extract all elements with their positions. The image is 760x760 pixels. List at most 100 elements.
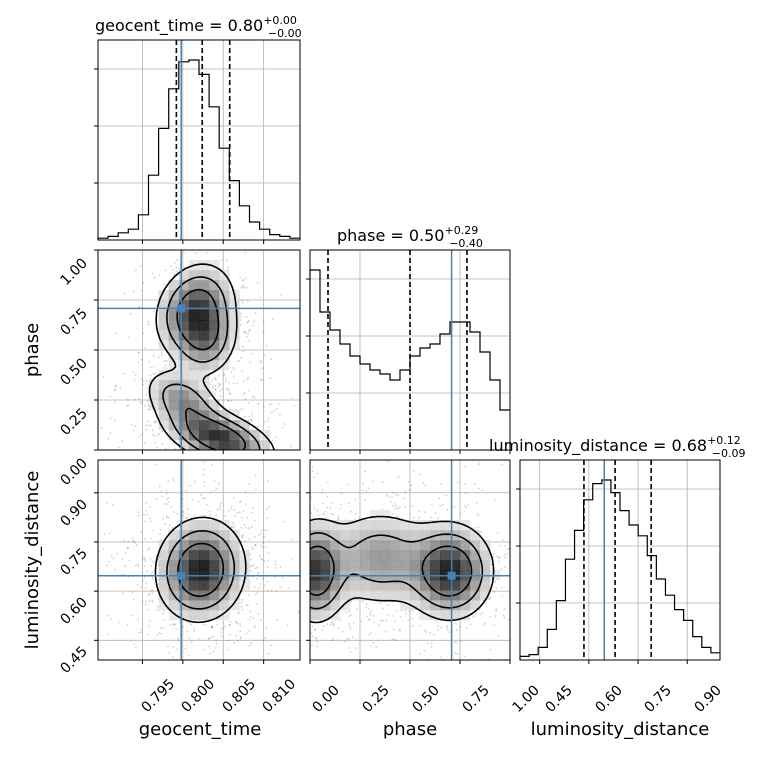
sample-point [147,320,150,323]
sample-point [193,514,196,517]
sample-point [151,589,154,592]
sample-point [132,540,135,543]
sample-point [145,424,147,427]
density-cell [199,580,210,591]
tick-label: 0.75 [460,682,493,715]
sample-point [464,483,467,486]
sample-point [133,643,135,646]
density-cell [310,580,321,591]
sample-point [233,515,236,517]
density-cell [199,400,210,411]
sample-point [252,617,255,620]
density-cell [168,550,180,561]
density-cell [178,400,190,411]
density-cell [158,380,169,391]
density-cell [480,540,491,551]
sample-point [136,583,139,586]
sample-point [434,512,437,514]
sample-point [161,612,164,615]
sample-point [111,504,114,506]
sample-point [269,377,272,379]
density-cell [239,580,250,591]
density-cell [178,560,190,571]
sample-point [464,505,466,507]
sample-point [254,626,256,629]
axes-frame [519,459,721,661]
sample-point [418,516,420,519]
sample-point [211,625,213,628]
sample-point [463,510,466,513]
density-cell [400,590,411,601]
sample-point [241,516,244,519]
density-cell [158,580,169,591]
sample-point [454,652,457,655]
sample-point [370,645,372,648]
density-cell [430,590,441,601]
density-cell [148,380,159,391]
sample-point [418,510,421,513]
sample-point [138,398,141,400]
sample-point [266,560,269,562]
sample-point [131,614,134,617]
sample-point [243,523,246,526]
sample-point [137,511,140,513]
density-cell [440,610,451,621]
sample-point [274,560,276,562]
sample-point [494,615,497,617]
sample-point [253,585,256,588]
sample-point [239,276,242,279]
sample-point [227,399,230,402]
density-cell [158,540,169,551]
sample-point [477,514,480,517]
sample-point [134,398,136,401]
sample-point [229,620,232,623]
sample-point [220,635,223,638]
sample-point [152,310,155,313]
density-cell [360,580,371,591]
density-cell [219,520,230,531]
sample-point [214,392,216,395]
sample-point [386,604,389,607]
sample-point [262,541,264,544]
density-cell [249,430,260,441]
density-cell [340,600,351,611]
sample-point [234,620,237,623]
density-cell [188,370,200,381]
density-cell [400,580,411,591]
sample-point [332,622,335,625]
density-cell [320,560,331,571]
sample-point [135,544,138,547]
sample-point [345,611,348,614]
sample-point [260,378,262,381]
sample-point [212,635,215,638]
density-cell [168,350,180,361]
sample-point [474,483,476,486]
sample-point [418,617,421,619]
density-cell [158,370,169,381]
sample-point [259,532,262,535]
sample-point [258,555,261,557]
sample-point [185,490,188,493]
density-cell [370,540,381,551]
density-cell [219,410,230,421]
sample-point [107,437,110,440]
density-cell [470,550,481,561]
sample-point [244,277,247,280]
density-cell [320,520,331,531]
sample-point [403,505,406,508]
sample-point [446,627,449,629]
density-cell [199,360,210,371]
density-cell [229,550,240,561]
sample-point [368,607,370,610]
sample-point [141,600,144,603]
sample-point [176,512,179,515]
sample-point [235,634,238,637]
sample-point [245,316,248,318]
sample-point [259,296,262,299]
sample-point [218,507,221,510]
sample-point [267,419,270,422]
sample-point [454,641,456,644]
sample-point [227,266,230,268]
sample-point [162,618,165,621]
sample-point [364,499,367,502]
